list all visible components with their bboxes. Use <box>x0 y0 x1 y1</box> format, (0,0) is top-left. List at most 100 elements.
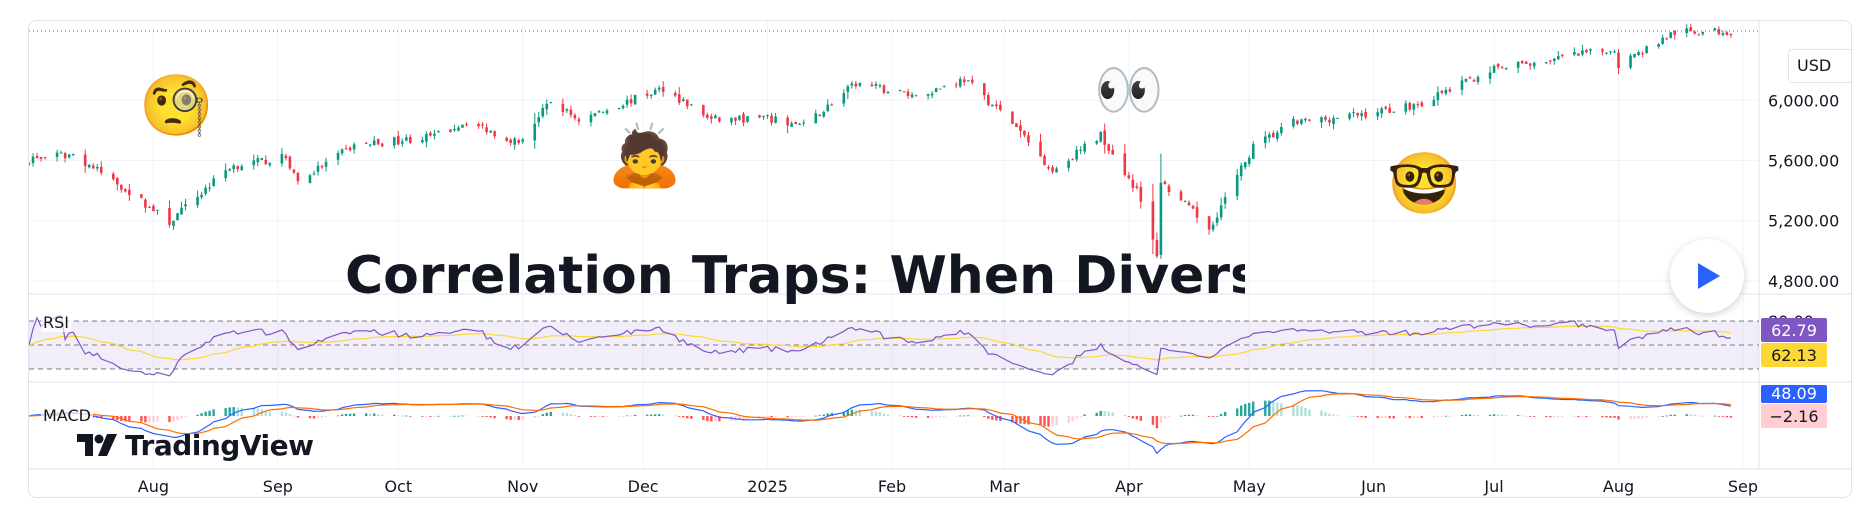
rsi-value-badge <box>1761 318 1827 342</box>
candle-body <box>882 85 886 93</box>
candle-body <box>842 93 846 104</box>
macd-histogram-bar <box>1195 415 1199 417</box>
macd-histogram-bar <box>1364 416 1367 418</box>
macd-histogram-bar <box>902 416 906 417</box>
candle-body <box>1067 160 1070 168</box>
candle-body <box>934 88 938 93</box>
candle-body <box>1561 54 1564 56</box>
candle-body <box>1356 113 1359 116</box>
candle-body <box>1328 119 1331 123</box>
macd-histogram-bar <box>842 411 846 416</box>
macd-histogram-bar <box>674 415 677 417</box>
candle-body <box>180 207 183 215</box>
macd-histogram-bar <box>645 414 649 416</box>
macd-histogram-bar <box>140 416 143 422</box>
candle-body <box>1460 80 1464 90</box>
macd-histogram-bar <box>1516 415 1520 416</box>
macd-histogram-bar <box>1360 416 1363 418</box>
candle-body <box>942 86 946 88</box>
candle-body <box>1637 52 1640 56</box>
macd-histogram-bar <box>92 416 95 418</box>
macd-histogram-bar <box>605 416 609 417</box>
macd-histogram-bar <box>1159 416 1163 423</box>
currency-button[interactable]: USD <box>1788 49 1851 83</box>
macd-histogram-bar <box>372 413 376 416</box>
macd-histogram-bar <box>649 414 653 416</box>
face-with-monocle-icon: 🧐 <box>139 71 214 141</box>
candle-body <box>372 140 376 146</box>
macd-histogram-bar <box>533 416 536 418</box>
candle-body <box>477 123 480 127</box>
candle-body <box>983 83 986 96</box>
macd-histogram-bar <box>874 411 878 416</box>
candle-body <box>140 194 143 198</box>
candle-body <box>1376 112 1379 117</box>
macd-histogram-bar <box>397 415 400 417</box>
candle-body <box>914 95 918 97</box>
macd-histogram-bar <box>1320 410 1323 416</box>
candle-body <box>1673 30 1677 35</box>
macd-histogram-bar <box>128 416 131 422</box>
candle-body <box>1360 113 1363 116</box>
macd-histogram-bar <box>1444 415 1448 417</box>
chart-canvas[interactable]: Aug Sep Oct Nov Dec 2025 Feb Mar Apr May Jun Jul Aug… <box>29 21 1851 497</box>
macd-histogram-bar <box>1500 414 1504 416</box>
macd-histogram-bar <box>1051 416 1054 427</box>
macd-histogram-bar <box>308 416 312 419</box>
macd-histogram-bar <box>1657 416 1660 417</box>
candle-body <box>376 138 380 145</box>
macd-signal-line <box>29 393 1731 445</box>
logo-text: TradingView <box>125 428 314 462</box>
candle-body <box>284 155 288 159</box>
macd-histogram-bar <box>1015 416 1018 424</box>
candle-body <box>1083 143 1086 152</box>
candle-body <box>597 111 601 113</box>
candle-body <box>1464 78 1468 82</box>
macd-histogram-bar <box>1139 416 1143 421</box>
macd-histogram-bar <box>240 408 243 416</box>
candle-body <box>1023 130 1026 136</box>
candle-body <box>1629 55 1632 68</box>
candle-body <box>513 138 516 145</box>
candle-body <box>677 94 681 103</box>
candle-body <box>1581 50 1584 55</box>
title-text: Correlation Traps: When Diversification … <box>345 247 1245 306</box>
candle-body <box>1573 51 1576 55</box>
candle-body <box>1300 119 1303 124</box>
macd-histogram-bar <box>449 415 452 417</box>
candle-body <box>236 166 240 170</box>
macd-histogram-bar <box>1039 416 1042 426</box>
macd-histogram-bar <box>1332 414 1335 416</box>
macd-histogram-bar <box>1207 416 1211 417</box>
candle-body <box>1272 133 1275 137</box>
candle-body <box>1713 28 1717 31</box>
macd-histogram-bar <box>425 416 428 417</box>
candle-body <box>152 205 155 212</box>
candle-body <box>1548 60 1552 62</box>
x-tick-label: Aug <box>1603 477 1634 496</box>
candle-body <box>1488 72 1492 79</box>
candle-body <box>465 124 468 126</box>
x-tick-label: Feb <box>878 477 906 496</box>
macd-histogram-bar <box>509 416 512 420</box>
macd-histogram-bar <box>858 409 862 416</box>
candle-body <box>826 104 830 112</box>
candle-body <box>1179 191 1183 201</box>
candle-body <box>176 213 179 221</box>
candle-body <box>280 154 284 164</box>
candle-body <box>1721 33 1725 35</box>
candle-body <box>1516 61 1520 68</box>
macd-histogram-bar <box>1083 414 1086 416</box>
macd-histogram-bar <box>521 416 524 420</box>
candle-body <box>55 152 59 157</box>
candle-body <box>991 104 994 107</box>
play-button[interactable] <box>1670 239 1744 313</box>
candle-body <box>1276 132 1279 139</box>
candle-body <box>1247 157 1251 164</box>
candle-body <box>31 156 35 164</box>
macd-histogram-bar <box>1027 416 1030 425</box>
macd-histogram-bar <box>682 416 685 418</box>
macd-histogram-bar <box>1127 416 1131 417</box>
price-tick-label: 5,200.00 <box>1768 212 1839 231</box>
candle-body <box>29 163 31 165</box>
